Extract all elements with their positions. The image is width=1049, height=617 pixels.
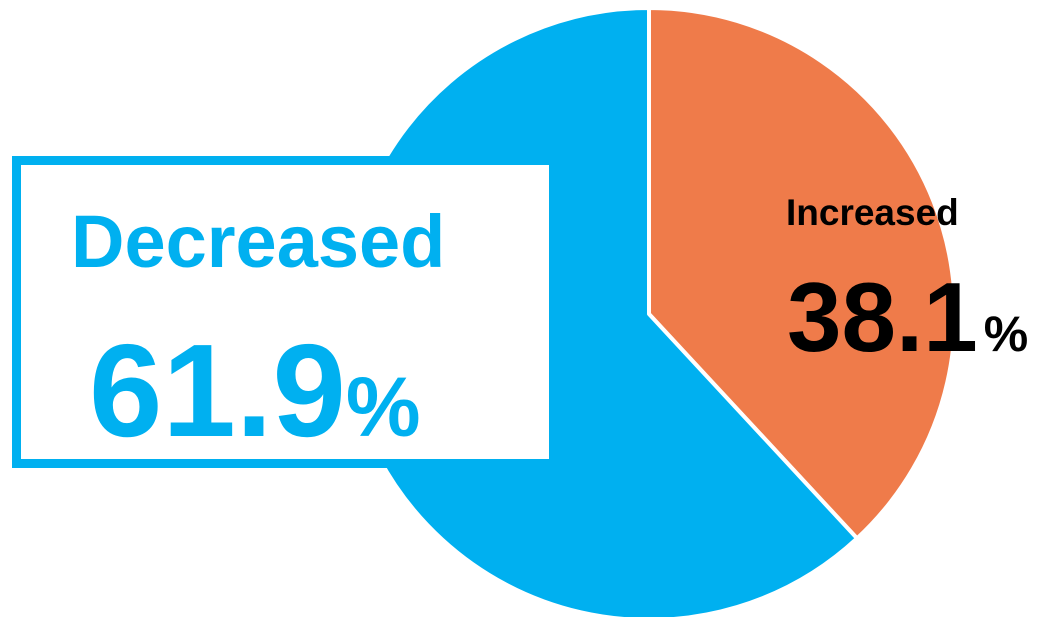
decreased-label: Decreased — [71, 200, 446, 283]
increased-value: 38.1% — [787, 268, 1028, 366]
increased-percent-sign: % — [983, 306, 1029, 362]
increased-percent-number: 38.1 — [787, 262, 978, 372]
decreased-value: 61.9% — [89, 325, 421, 457]
decreased-percent-sign: % — [345, 360, 421, 454]
decreased-percent-number: 61.9 — [89, 317, 346, 464]
decreased-callout-box: Decreased 61.9% — [12, 156, 558, 468]
pie-slice-increased — [647, 6, 957, 541]
increased-label: Increased — [786, 192, 959, 233]
